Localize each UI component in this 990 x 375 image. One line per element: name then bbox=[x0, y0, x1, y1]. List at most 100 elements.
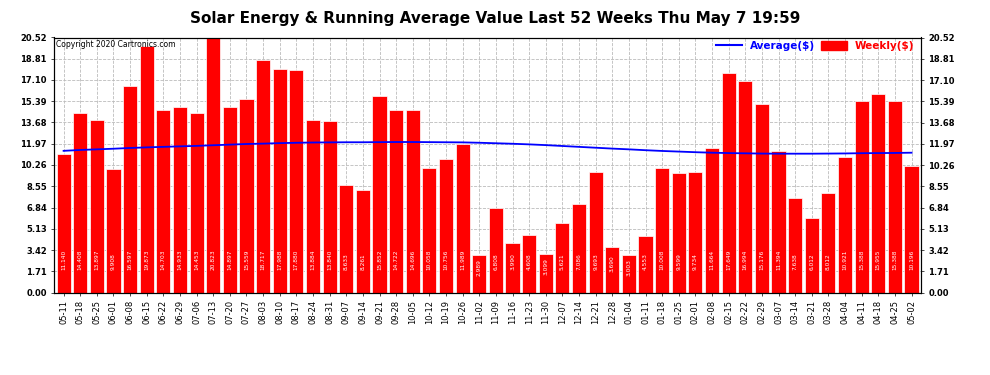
Bar bbox=[871, 94, 885, 292]
Legend: Average($), Weekly($): Average($), Weekly($) bbox=[712, 37, 919, 56]
Bar bbox=[506, 243, 520, 292]
Text: 11.989: 11.989 bbox=[460, 250, 465, 270]
Bar bbox=[439, 159, 453, 292]
Text: Copyright 2020 Cartronics.com: Copyright 2020 Cartronics.com bbox=[56, 40, 175, 49]
Text: 15.852: 15.852 bbox=[377, 250, 382, 270]
Text: 10.756: 10.756 bbox=[444, 250, 448, 270]
Bar bbox=[489, 208, 503, 292]
Bar bbox=[672, 173, 686, 292]
Bar bbox=[106, 170, 121, 292]
Text: 10.058: 10.058 bbox=[427, 250, 432, 270]
Text: 3.990: 3.990 bbox=[510, 254, 515, 270]
Bar bbox=[905, 166, 919, 292]
Text: 6.012: 6.012 bbox=[809, 254, 815, 270]
Text: 13.840: 13.840 bbox=[327, 250, 332, 270]
Text: 13.884: 13.884 bbox=[311, 250, 316, 270]
Text: 10.008: 10.008 bbox=[659, 250, 664, 270]
Text: 6.808: 6.808 bbox=[493, 254, 498, 270]
Text: 15.559: 15.559 bbox=[244, 250, 249, 270]
Text: 16.994: 16.994 bbox=[742, 250, 747, 270]
Bar bbox=[340, 185, 353, 292]
Text: 2.989: 2.989 bbox=[477, 259, 482, 276]
Text: 13.897: 13.897 bbox=[94, 250, 99, 270]
Text: 3.690: 3.690 bbox=[610, 255, 615, 272]
Bar bbox=[156, 110, 170, 292]
Bar bbox=[838, 157, 852, 292]
Bar bbox=[206, 34, 221, 292]
Bar bbox=[472, 255, 486, 292]
Bar bbox=[306, 120, 320, 292]
Bar bbox=[539, 254, 552, 292]
Bar bbox=[522, 235, 537, 292]
Text: 16.597: 16.597 bbox=[128, 250, 133, 270]
Bar bbox=[888, 101, 902, 292]
Text: 14.696: 14.696 bbox=[410, 250, 415, 270]
Bar bbox=[389, 110, 403, 292]
Bar bbox=[771, 151, 786, 292]
Bar bbox=[455, 144, 469, 292]
Text: 3.003: 3.003 bbox=[627, 259, 632, 276]
Text: 9.908: 9.908 bbox=[111, 253, 116, 270]
Bar bbox=[688, 171, 703, 292]
Text: 20.823: 20.823 bbox=[211, 249, 216, 270]
Text: 18.717: 18.717 bbox=[260, 250, 265, 270]
Bar bbox=[788, 198, 802, 292]
Bar bbox=[223, 107, 237, 292]
Text: 3.099: 3.099 bbox=[544, 258, 548, 275]
Bar bbox=[256, 60, 270, 292]
Bar bbox=[605, 247, 620, 292]
Bar bbox=[406, 110, 420, 292]
Text: 9.599: 9.599 bbox=[676, 253, 681, 270]
Bar bbox=[90, 120, 104, 292]
Text: 9.734: 9.734 bbox=[693, 253, 698, 270]
Text: 17.988: 17.988 bbox=[277, 250, 282, 270]
Bar bbox=[854, 101, 869, 292]
Bar bbox=[272, 69, 287, 292]
Bar bbox=[423, 168, 437, 292]
Text: 15.388: 15.388 bbox=[859, 250, 864, 270]
Text: 11.394: 11.394 bbox=[776, 250, 781, 270]
Text: 7.638: 7.638 bbox=[793, 254, 798, 270]
Text: 15.176: 15.176 bbox=[759, 250, 764, 270]
Bar bbox=[289, 70, 303, 292]
Bar bbox=[140, 45, 153, 292]
Bar bbox=[323, 120, 337, 292]
Bar bbox=[754, 104, 769, 292]
Text: 11.664: 11.664 bbox=[710, 250, 715, 270]
Bar bbox=[805, 218, 819, 292]
Text: 8.012: 8.012 bbox=[826, 254, 831, 270]
Bar bbox=[56, 154, 70, 292]
Text: 14.703: 14.703 bbox=[160, 250, 166, 270]
Bar bbox=[589, 172, 603, 292]
Bar bbox=[705, 147, 719, 292]
Bar bbox=[355, 190, 370, 292]
Text: 14.933: 14.933 bbox=[177, 250, 182, 270]
Text: 17.880: 17.880 bbox=[294, 250, 299, 270]
Text: 8.261: 8.261 bbox=[360, 254, 365, 270]
Bar bbox=[655, 168, 669, 292]
Bar bbox=[189, 113, 204, 292]
Text: 14.722: 14.722 bbox=[394, 250, 399, 270]
Bar bbox=[240, 99, 253, 292]
Text: 9.693: 9.693 bbox=[593, 254, 598, 270]
Bar bbox=[73, 114, 87, 292]
Bar bbox=[372, 96, 386, 292]
Bar bbox=[739, 81, 752, 292]
Text: 10.921: 10.921 bbox=[842, 250, 847, 270]
Text: 15.388: 15.388 bbox=[892, 250, 897, 270]
Text: 14.453: 14.453 bbox=[194, 250, 199, 270]
Text: 5.621: 5.621 bbox=[560, 254, 565, 270]
Text: 4.608: 4.608 bbox=[527, 254, 532, 270]
Bar bbox=[173, 107, 187, 292]
Text: 8.633: 8.633 bbox=[344, 254, 348, 270]
Bar bbox=[822, 193, 836, 292]
Text: 15.955: 15.955 bbox=[876, 250, 881, 270]
Text: 7.086: 7.086 bbox=[576, 254, 581, 270]
Bar bbox=[123, 86, 138, 292]
Text: Solar Energy & Running Average Value Last 52 Weeks Thu May 7 19:59: Solar Energy & Running Average Value Las… bbox=[190, 11, 800, 26]
Bar bbox=[722, 73, 736, 292]
Text: 14.897: 14.897 bbox=[228, 250, 233, 270]
Text: 4.553: 4.553 bbox=[644, 253, 648, 270]
Text: 17.649: 17.649 bbox=[726, 250, 732, 270]
Bar bbox=[622, 255, 636, 292]
